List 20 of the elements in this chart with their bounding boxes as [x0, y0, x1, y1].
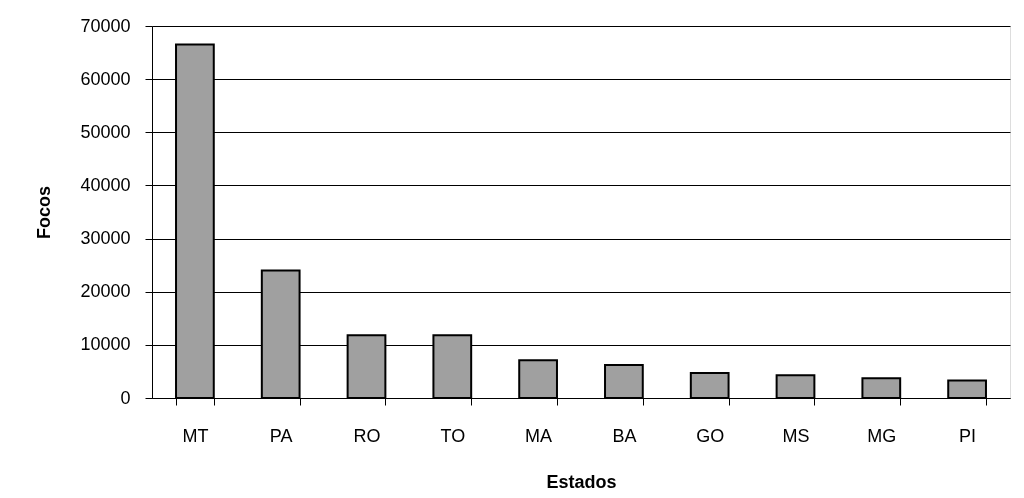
x-tick-label: MG: [867, 425, 897, 446]
y-tick-label: 30000: [80, 228, 131, 249]
x-tick-label: MS: [782, 425, 810, 446]
y-tick-label: 40000: [80, 174, 131, 195]
x-tick-label: MA: [525, 425, 553, 446]
x-tick-label: RO: [353, 425, 381, 446]
x-tick-label: PI: [959, 425, 977, 446]
y-tick-label: 50000: [80, 121, 131, 142]
y-tick-label: 20000: [80, 281, 131, 302]
y-tick-label: 60000: [80, 68, 131, 89]
x-tick-label: BA: [612, 425, 637, 446]
x-tick-label: GO: [696, 425, 725, 446]
x-tick-label: TO: [440, 425, 466, 446]
x-axis-title: Estados: [546, 471, 617, 492]
x-tick-label: PA: [269, 425, 293, 446]
y-tick-label: 0: [120, 387, 131, 408]
y-tick-label: 70000: [80, 15, 131, 36]
x-tick-label: MT: [182, 425, 209, 446]
y-tick-label: 10000: [80, 334, 131, 355]
y-axis-title: Focos: [34, 185, 55, 240]
